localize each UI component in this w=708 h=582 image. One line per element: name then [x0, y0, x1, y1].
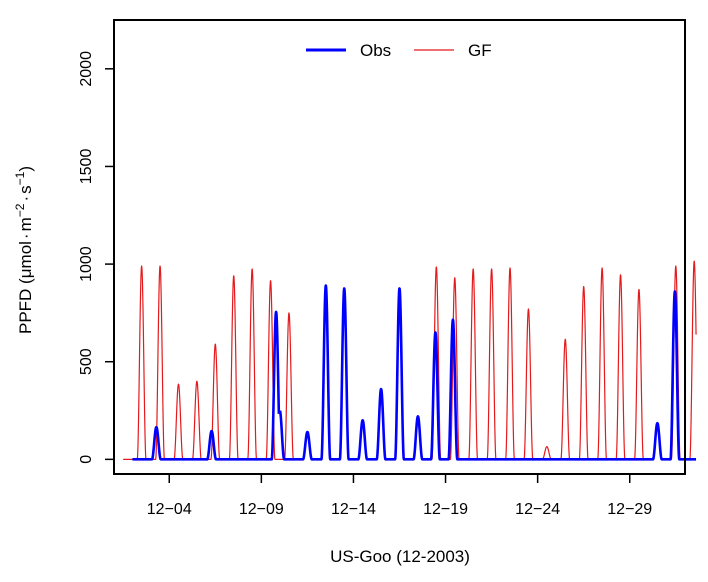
y-axis-label-s: s: [16, 185, 35, 194]
x-tick-label: 12−29: [607, 501, 652, 518]
x-tick-label: 12−14: [331, 501, 376, 518]
x-tick-label: 12−24: [515, 501, 560, 518]
y-axis-label-base: PPFD (: [16, 278, 35, 334]
series-layer: [122, 260, 698, 461]
y-axis-label-m: m: [16, 217, 35, 231]
legend-label-obs: Obs: [360, 41, 391, 60]
x-axis-label: US-Goo (12-2003): [330, 547, 470, 566]
x-axis: 12−04 12−09 12−14 12−19 12−24 12−29: [147, 474, 652, 518]
y-tick-label: 2000: [78, 51, 95, 87]
y-axis-label-m-exp: −2: [13, 203, 27, 217]
y-axis-label-mu: μ: [16, 268, 35, 278]
y-axis-label-dot-1: ·: [16, 233, 35, 239]
y-tick-label: 1500: [78, 149, 95, 185]
legend-label-gf: GF: [468, 41, 492, 60]
series-line-gf: [122, 260, 697, 460]
y-tick-label: 500: [78, 348, 95, 375]
y-tick-label: 1000: [78, 246, 95, 282]
y-axis-label-mol: mol: [16, 241, 35, 268]
x-tick-label: 12−19: [423, 501, 468, 518]
y-axis-label-s-exp: −1: [13, 171, 27, 185]
y-axis-label-close: ): [16, 166, 35, 172]
legend: Obs GF: [306, 41, 492, 60]
series-line-obs: [131, 284, 698, 461]
y-axis-label: PPFD (μmol·m−2·s−1): [13, 166, 35, 334]
y-tick-label: 0: [78, 455, 95, 464]
y-axis-label-dot-2: ·: [16, 196, 35, 202]
y-axis: 0 500 1000 1500 2000: [78, 51, 114, 464]
x-tick-label: 12−09: [239, 501, 284, 518]
x-tick-label: 12−04: [147, 501, 192, 518]
plot-frame: [113, 19, 686, 475]
